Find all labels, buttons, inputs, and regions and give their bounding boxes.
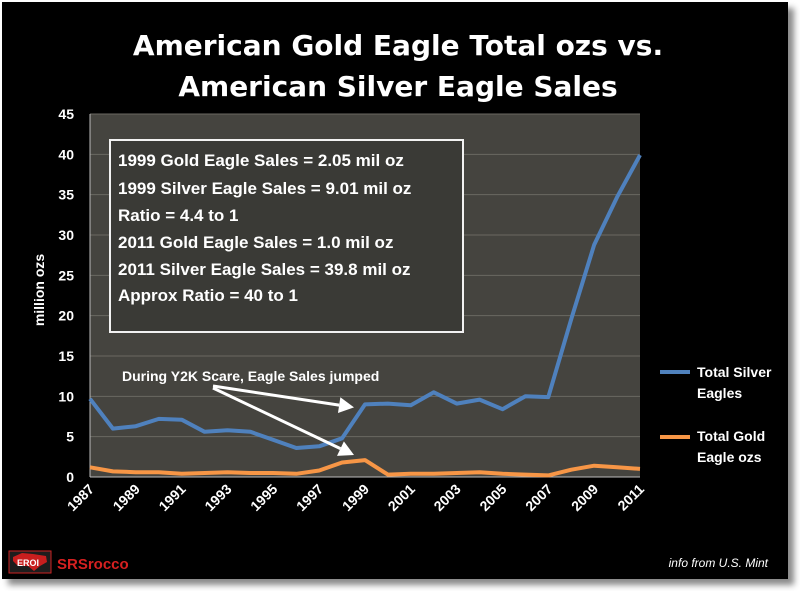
annotation-arrow-shaft	[212, 384, 340, 407]
logo-map-icon	[13, 553, 47, 571]
legend-label-gold-line-1: Total Gold	[697, 428, 765, 444]
legend-label-silver-line-2: Eagles	[697, 385, 742, 401]
x-tick-label: 1995	[247, 481, 280, 514]
info-box-line-5: 2011 Silver Eagle Sales = 39.8 mil oz	[118, 260, 411, 279]
x-tick-label: 1991	[155, 481, 188, 514]
annotation-text: During Y2K Scare, Eagle Sales jumped	[122, 368, 379, 384]
brand-name: SRSrocco	[57, 556, 129, 573]
x-tick-label: 2001	[385, 481, 418, 514]
x-tick-label: 2009	[568, 481, 601, 514]
x-tick-label: 1989	[110, 481, 143, 514]
y-tick-label: 35	[58, 187, 74, 203]
logo-text: EROI	[17, 558, 39, 568]
y-tick-label: 40	[58, 146, 74, 162]
y-tick-label: 15	[58, 348, 74, 364]
brand-logo: EROI SRSrocco	[8, 550, 129, 574]
x-tick-label: 2011	[614, 481, 647, 514]
y2k-annotation: During Y2K Scare, Eagle Sales jumped	[122, 368, 379, 456]
chart-title: American Gold Eagle Total ozs vs. Americ…	[133, 29, 663, 103]
info-box-line-4: 2011 Gold Eagle Sales = 1.0 mil oz	[118, 233, 393, 252]
legend-item-silver: Total Silver Eagles	[660, 364, 772, 401]
legend: Total Silver Eagles Total Gold Eagle ozs	[660, 364, 772, 465]
x-tick-label: 1993	[201, 481, 234, 514]
series-lines	[88, 154, 642, 478]
x-tick-label: 1997	[293, 481, 326, 514]
title-line-1: American Gold Eagle Total ozs vs.	[133, 29, 663, 62]
info-box-background	[109, 139, 464, 333]
y-tick-label: 5	[66, 429, 74, 445]
y-axis-ticks: 0 5 10 15 20 25 30 35 40 45	[58, 106, 74, 485]
y-axis-label: million ozs	[31, 254, 47, 327]
title-line-2: American Silver Eagle Sales	[178, 70, 617, 103]
y-tick-label: 30	[58, 227, 74, 243]
annotation-arrow-shaft	[212, 386, 342, 450]
info-box-line-6: Approx Ratio = 40 to 1	[118, 286, 298, 305]
info-box-line-1: 1999 Gold Eagle Sales = 2.05 mil oz	[118, 151, 404, 170]
annotation-arrow-head	[337, 441, 354, 456]
x-tick-label: 1987	[64, 481, 97, 514]
y-tick-label: 10	[58, 388, 74, 404]
source-credit: info from U.S. Mint	[669, 556, 769, 570]
x-tick-label: 1999	[339, 481, 372, 514]
y-tick-label: 0	[66, 469, 74, 485]
x-tick-label: 2005	[476, 481, 509, 514]
y-tick-label: 45	[58, 106, 74, 122]
legend-label-gold-line-2: Eagle ozs	[697, 449, 762, 465]
annotation-arrows	[212, 384, 354, 456]
y-tick-label: 25	[58, 267, 74, 283]
legend-label-silver-line-1: Total Silver	[697, 364, 772, 380]
series-line-gold	[89, 458, 641, 478]
info-box: 1999 Gold Eagle Sales = 2.05 mil oz 1999…	[109, 139, 464, 333]
y-tick-label: 20	[58, 308, 74, 324]
legend-item-gold: Total Gold Eagle ozs	[660, 428, 765, 465]
series-line-silver	[88, 154, 642, 450]
annotation-arrow-head	[337, 397, 354, 414]
x-tick-label: 2003	[430, 481, 463, 514]
x-axis-ticks: 1987 1989 1991 1993 1995 1997 1999 2001 2003 2005…	[64, 481, 647, 514]
info-box-line-3: Ratio = 4.4 to 1	[118, 206, 238, 225]
x-tick-label: 2007	[522, 481, 555, 514]
info-box-line-2: 1999 Silver Eagle Sales = 9.01 mil oz	[118, 179, 411, 198]
